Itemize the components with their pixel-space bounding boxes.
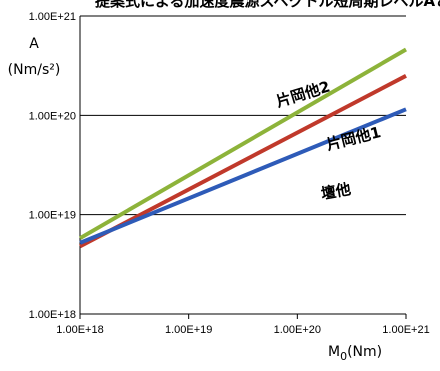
y-tick-label-1: 1.00E+19 — [29, 210, 76, 222]
x-axis-label-main: M — [328, 344, 340, 360]
y-tick-label-3: 1.00E+21 — [29, 11, 76, 23]
series-line-kataoka-2 — [78, 47, 408, 240]
x-tick-label-2: 1.00E+20 — [274, 324, 321, 336]
series-lines — [78, 47, 408, 249]
series-line-dan — [79, 107, 407, 245]
y-tick-label-2: 1.00E+20 — [29, 110, 76, 122]
x-axis-label-unit: (Nm) — [347, 344, 382, 360]
series-label-dan: 壇他 — [320, 180, 353, 203]
y-tick-label-0: 1.00E+18 — [29, 309, 76, 321]
x-tick-label-3: 1.00E+21 — [382, 324, 429, 336]
x-axis-label: M0(Nm) — [328, 344, 382, 363]
y-axis-label-line1: A — [29, 36, 39, 52]
series-line-kataoka-1 — [79, 74, 407, 249]
y-axis-label-line2: (Nm/s²) — [8, 62, 61, 78]
axes — [79, 16, 407, 319]
x-tick-label-0: 1.00E+18 — [56, 324, 103, 336]
tick-labels: 1.00E+18 1.00E+19 1.00E+20 1.00E+21 1.00E+18… — [29, 11, 430, 336]
x-tick-label-1: 1.00E+19 — [165, 324, 212, 336]
chart-title: 提案式による加速度震源スペクトル短周期レベルAとM0の関係の比較 — [95, 0, 440, 10]
x-axis-label-subscript: 0 — [340, 350, 347, 363]
